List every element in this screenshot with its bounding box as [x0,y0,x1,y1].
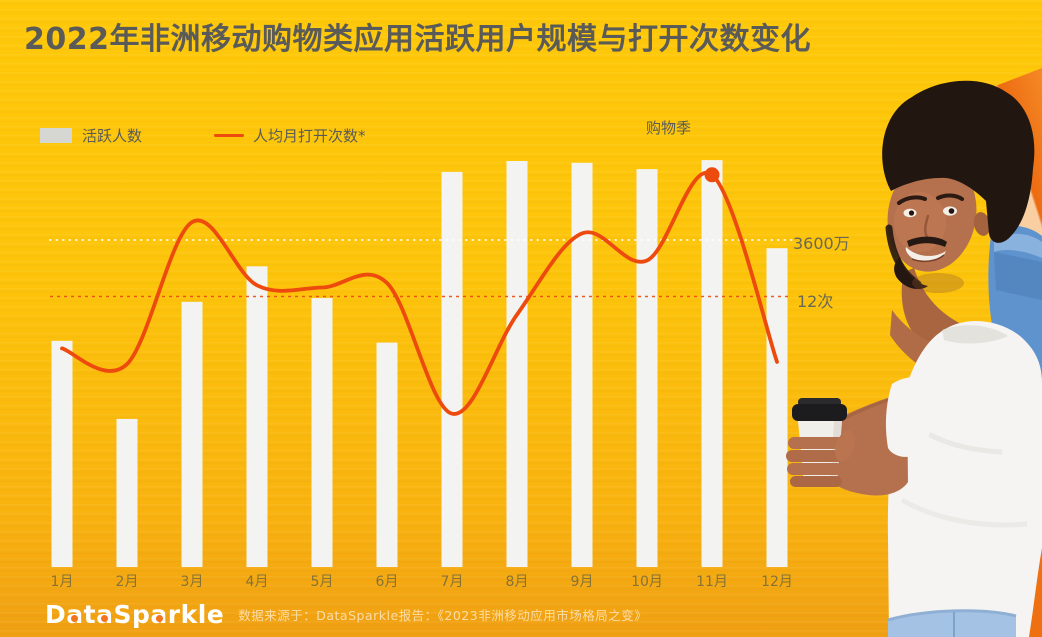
bar-swatch-icon [40,127,72,143]
legend-opens: 人均月打开次数* [214,126,366,145]
x-label-11月: 11月 [696,574,728,590]
bar-5月 [311,298,333,567]
x-label-6月: 6月 [375,574,399,590]
x-label-7月: 7月 [440,574,464,590]
combo-chart [50,160,788,568]
bar-10月 [636,169,658,567]
x-label-2月: 2月 [115,574,139,590]
legend-line-label: 人均月打开次数* [253,126,366,145]
white-tshirt [887,321,1042,637]
peak-dot [704,167,720,183]
page-title: 2022年非洲移动购物类应用活跃用户规模与打开次数变化 [24,22,811,57]
bar-6月 [376,342,398,567]
bar-11月 [701,160,723,567]
bar-7月 [441,171,463,567]
x-label-12月: 12月 [761,574,793,590]
x-label-4月: 4月 [245,574,269,590]
source-text: 数据来源于：DataSparkle报告：《2023非洲移动应用市场格局之变》 [238,608,648,623]
x-label-5月: 5月 [310,574,334,590]
x-label-9月: 9月 [570,574,594,590]
legend-active-users: 活跃人数 [40,126,143,145]
x-label-1月: 1月 [50,574,74,590]
bar-ref-label: 3600万 [793,234,850,253]
bar-9月 [571,162,593,568]
shopping-bag [988,225,1042,378]
x-label-3月: 3月 [180,574,204,590]
footer: DataSparkle 数据来源于：DataSparkle报告：《2023非洲移… [0,600,1042,629]
corner-ribbon-graphic [980,68,1042,260]
legend-bars-label: 活跃人数 [82,126,143,145]
opens-line [60,170,779,416]
bar-1月 [51,340,73,567]
bar-12月 [766,248,788,567]
afro-hair [882,80,1035,243]
x-label-8月: 8月 [505,574,529,590]
bar-8月 [506,161,528,567]
shopping-season-annotation: 购物季 [646,119,692,137]
person-head [882,80,1035,390]
logo-text: DataSparkle [45,600,225,629]
line-ref-label: 12次 [797,292,834,311]
bar-4月 [246,266,268,567]
person-torso [887,321,1042,637]
bar-2月 [116,418,138,567]
line-swatch-icon [214,133,244,137]
bar-3月 [181,301,203,567]
x-label-10月: 10月 [631,574,663,590]
